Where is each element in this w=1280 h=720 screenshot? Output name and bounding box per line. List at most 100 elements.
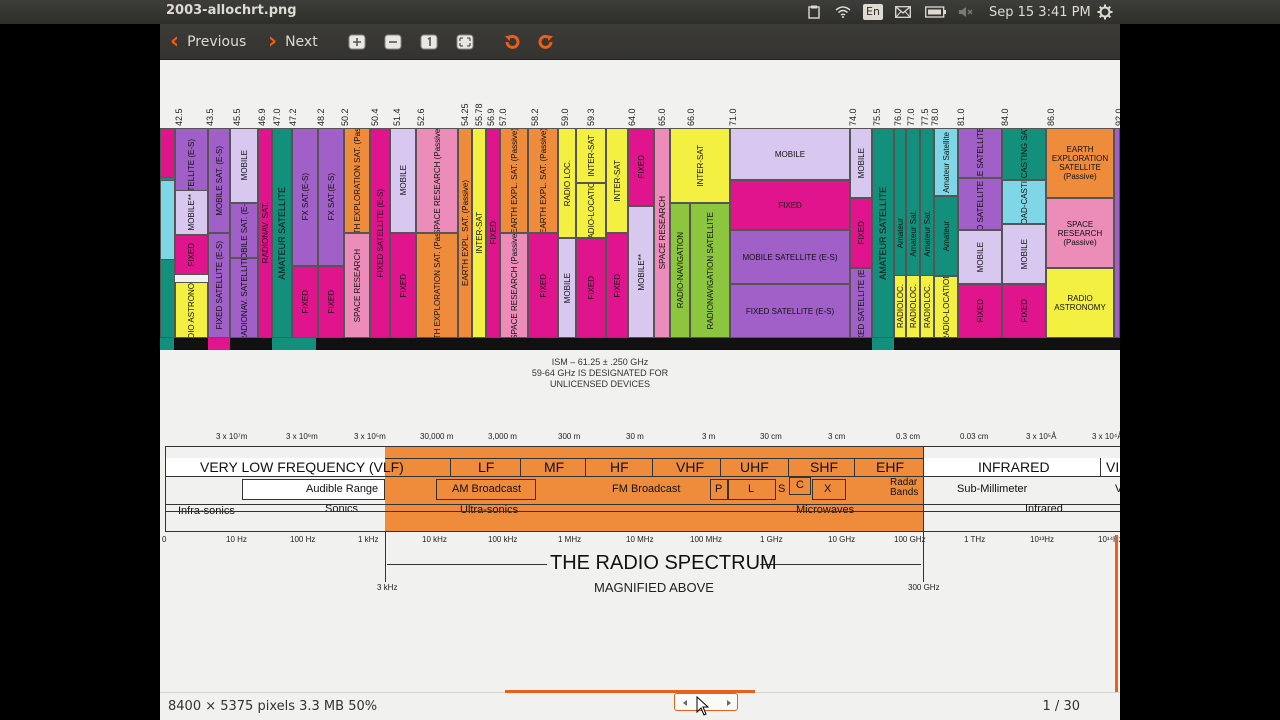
wavelength-label: 30 m xyxy=(626,432,644,441)
wavelength-label: 3 m xyxy=(702,432,716,441)
divider xyxy=(923,446,924,531)
band-block: SPACE RESEARCH (Passive) xyxy=(500,233,528,338)
band-label: INTER-SAT xyxy=(612,159,622,202)
p-band-label: P xyxy=(715,483,723,495)
band-block: SPACE RESEARCH xyxy=(654,128,670,338)
band-label: FIXED xyxy=(975,299,985,323)
wavelength-label: 3 x 10⁶m xyxy=(286,432,318,441)
keyboard-layout-indicator[interactable]: En xyxy=(863,4,883,20)
band-block: RADIOLOC. xyxy=(906,275,920,338)
band-label: FIXED SATELLITE (E-S) xyxy=(856,268,866,338)
image-info: 8400 × 5375 pixels 3.3 MB 50% xyxy=(168,699,378,714)
p-band-box xyxy=(710,479,728,500)
band-block: MOBILE xyxy=(958,230,1002,284)
frequency-label: 10 Hz xyxy=(226,535,247,544)
divider xyxy=(165,476,1120,477)
band-label: RADIONAVIGATION SATELLITE xyxy=(705,211,715,330)
band-label: RADIO-LOCATION xyxy=(586,183,596,238)
mail-icon[interactable] xyxy=(894,4,912,20)
band-block: AMATEUR SATELLITE xyxy=(872,128,894,338)
frequency-tick: 56.9 xyxy=(486,108,496,126)
band-block: EARTH EXPLORATION SAT. (Passive) xyxy=(344,128,370,233)
band-label: FIXED xyxy=(300,290,310,314)
rotate-right-icon[interactable] xyxy=(538,33,556,51)
band-block: FIXED SATELLITE (S-E) xyxy=(958,178,1002,230)
band-label: RADIO ASTRONOMY xyxy=(1054,294,1106,312)
battery-icon[interactable] xyxy=(925,4,947,20)
normal-size-icon[interactable] xyxy=(420,33,438,51)
band-block: SPACE RESEARCH (Passive) xyxy=(416,128,458,233)
clock[interactable]: Sep 15 3:41 PM xyxy=(989,4,1091,20)
wavelength-label: 3 x 10⁷m xyxy=(216,432,248,441)
band-block: MOBILE SAT. (E-S) xyxy=(208,128,230,233)
frequency-label: 1 GHz xyxy=(760,535,783,544)
l-band-box xyxy=(728,479,776,500)
frequency-tick: 47.2 xyxy=(288,108,298,126)
band-label: RADIONAV. SAT. xyxy=(260,202,270,264)
clipboard-icon[interactable] xyxy=(806,4,822,20)
rotate-left-icon[interactable] xyxy=(502,33,520,51)
band-block: MOBILE xyxy=(730,128,850,180)
band-label: RADIOLOC. xyxy=(922,284,932,329)
language-label: En xyxy=(863,4,883,20)
zoom-out-icon[interactable] xyxy=(384,33,402,51)
band-block: MOBILE SATELLITE (S-E) xyxy=(958,128,1002,178)
band-label: SPACE RESEARCH xyxy=(352,248,362,323)
s-band-label: S xyxy=(778,483,786,495)
band-label: BROAD-CASTING xyxy=(1019,180,1029,224)
band-block: RADIOLOC. xyxy=(894,275,906,338)
band-block: FIXED xyxy=(292,266,318,338)
volume-muted-icon[interactable] xyxy=(958,4,974,20)
band-label: Amateur Satellite xyxy=(941,131,951,193)
band-block: EARTH EXPL. SAT. (Passive) xyxy=(528,128,558,233)
strip-marker xyxy=(208,338,230,350)
frequency-tick: 78.0 xyxy=(930,108,940,126)
page-indicator: 1 / 30 xyxy=(1042,699,1080,714)
wavelength-label: 0.3 cm xyxy=(896,432,921,441)
band-block: MOBILE xyxy=(558,238,576,338)
x-band-label: X xyxy=(824,483,832,495)
band-block: INTER-SAT xyxy=(670,128,730,203)
zoom-in-icon[interactable] xyxy=(348,33,366,51)
band-label: MOBILE xyxy=(398,165,408,196)
divider xyxy=(165,531,1120,532)
l-band-label: L xyxy=(748,483,755,495)
horizontal-scroll-indicator[interactable] xyxy=(505,690,755,693)
strip-marker xyxy=(292,338,316,350)
gear-icon[interactable] xyxy=(1097,4,1113,20)
band-label: FIXED xyxy=(326,290,336,314)
ultrasonics-label: Ultra-sonics xyxy=(460,504,519,516)
frequency-label: 10 kHz xyxy=(422,535,447,544)
band-label: EARTH EXPLORATION SATELLITE (Passive) xyxy=(1051,145,1109,181)
scroll-thumb[interactable] xyxy=(674,693,738,711)
band-label: Amateur Sat. xyxy=(922,209,932,257)
band-block: MOBILE** xyxy=(175,190,208,235)
frequency-tick: 59.3 xyxy=(586,108,596,126)
best-fit-icon[interactable] xyxy=(456,33,474,51)
frequency-tick: 71.0 xyxy=(728,108,738,126)
band-block: FIXED xyxy=(1002,284,1046,338)
right-range-label: 300 GHz xyxy=(908,583,940,592)
band-block: RADIO ASTRONOMY xyxy=(175,282,208,338)
previous-button[interactable]: ‹ Previous xyxy=(170,30,246,54)
band-block: MOBILE SAT. (E-S) xyxy=(230,203,258,258)
wavelength-label: 3 x 10⁴Å xyxy=(1092,432,1120,441)
band-block: FIXED xyxy=(576,238,606,338)
strip-marker xyxy=(872,338,894,350)
band-block: EARTH EXPLORATION SATELLITE (Passive) xyxy=(1046,128,1114,198)
vertical-scroll-indicator[interactable] xyxy=(1115,535,1118,692)
band-label: BROAD-CASTING SATELLITE xyxy=(1020,129,1029,179)
band-name-vlf: VERY LOW FREQUENCY (VLF) xyxy=(200,459,404,475)
band-block: Amateur Satellite xyxy=(934,128,958,196)
frequency-tick: 52.6 xyxy=(416,108,426,126)
divider xyxy=(652,458,653,476)
band-label: SPACE RESEARCH xyxy=(657,196,667,270)
band-label: EARTH EXPL. SAT. (Passive) xyxy=(460,180,470,286)
frequency-tick: 77.5 xyxy=(920,108,930,126)
band-block: FIXED xyxy=(628,128,654,206)
spectrum-subtitle: MAGNIFIED ABOVE xyxy=(594,580,714,595)
image-canvas[interactable]: 42.5 43.5 45.5 46.9 47.0 47.2 48.2 50.2 50.4 51.4… xyxy=(160,60,1120,692)
next-button[interactable]: › Next xyxy=(268,30,318,54)
wifi-icon[interactable] xyxy=(834,4,852,20)
band-block: FIXED SATELLITE (E-S) xyxy=(730,284,850,338)
